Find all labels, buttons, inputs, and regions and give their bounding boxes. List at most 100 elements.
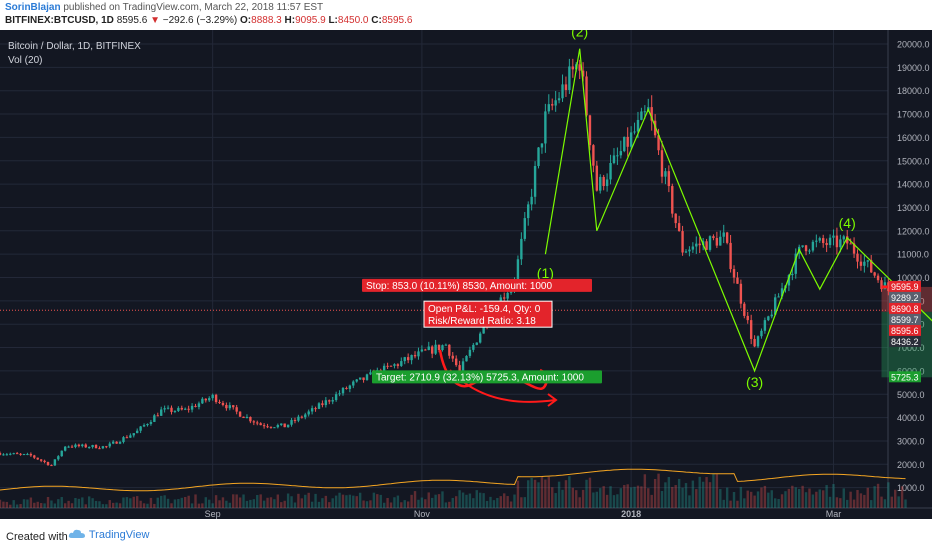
volume-bar <box>527 480 530 508</box>
candle-body <box>321 403 324 406</box>
volume-bar <box>136 496 139 508</box>
volume-bar <box>880 496 883 508</box>
candle-body <box>619 151 623 156</box>
volume-bar <box>266 497 269 508</box>
price-scale-label: 8599.7 <box>889 313 921 325</box>
volume-bar <box>681 487 684 508</box>
volume-bar <box>166 498 170 508</box>
volume-bar <box>554 493 557 508</box>
low-label: L: <box>328 15 338 26</box>
candle <box>427 341 430 351</box>
target-label-text: Target: 2710.9 (32.13%) 5725.3, Amount: … <box>376 372 584 383</box>
candle <box>91 444 94 449</box>
volume-bar <box>53 503 57 508</box>
candle-body <box>358 377 362 380</box>
candle <box>623 136 626 153</box>
volume-bar <box>12 500 15 508</box>
candle <box>561 74 564 102</box>
candle-body <box>262 425 266 427</box>
volume-bar <box>352 495 355 508</box>
volume-bar <box>801 485 804 508</box>
candle <box>304 412 307 420</box>
volume-bar <box>585 479 588 508</box>
candle <box>225 402 228 411</box>
candle-body <box>43 460 46 463</box>
volume-bar <box>427 492 430 508</box>
y-tick-label: 18000.0 <box>897 86 930 96</box>
volume-bar <box>74 497 77 508</box>
volume-bar <box>156 497 159 508</box>
volume-bar <box>417 499 420 508</box>
candle-body <box>345 387 348 389</box>
candle-body <box>815 240 818 242</box>
candle <box>633 122 636 135</box>
candle-body <box>300 416 304 418</box>
candle-body <box>729 242 732 270</box>
candle-body <box>732 269 736 278</box>
y-tick-label: 13000.0 <box>897 203 930 213</box>
volume-bar <box>87 496 91 508</box>
candle-body <box>204 398 207 401</box>
price-scale-label: 8436.2 <box>889 335 921 347</box>
candle <box>352 380 355 389</box>
price-scale-label-bg <box>889 291 921 303</box>
volume-bar <box>870 500 873 508</box>
volume-bar <box>420 497 424 508</box>
volume-bar <box>310 501 314 508</box>
candle <box>544 103 547 153</box>
candle <box>568 58 571 94</box>
candle <box>523 212 526 242</box>
candle-body <box>561 84 564 99</box>
tradingview-logo[interactable]: TradingView <box>68 529 149 541</box>
candle-body <box>794 253 797 274</box>
candle <box>846 229 849 250</box>
volume-bar <box>118 503 122 508</box>
candle-body <box>122 437 125 443</box>
candle <box>588 114 592 151</box>
candle <box>156 412 159 417</box>
candle-body <box>427 346 430 351</box>
candle-body <box>331 400 334 402</box>
candle <box>252 420 256 426</box>
volume-bar <box>770 490 773 508</box>
candle-body <box>441 345 444 351</box>
price-chart[interactable]: 1000.02000.03000.04000.05000.06000.07000… <box>0 30 932 519</box>
volume-bar <box>273 499 276 508</box>
change-value: −292.6 (−3.29%) <box>162 15 238 26</box>
candle-body <box>791 273 794 276</box>
candle-body <box>818 238 821 241</box>
volume-bar <box>424 499 427 508</box>
candle <box>5 452 9 456</box>
price-scale-label-text: 8436.2 <box>891 337 919 347</box>
candle-body <box>352 381 355 386</box>
candle-body <box>585 76 588 116</box>
candle <box>105 445 108 449</box>
candle <box>249 416 252 424</box>
volume-bar <box>139 500 142 508</box>
volume-bar <box>835 497 839 508</box>
candle <box>139 425 142 434</box>
volume-bar <box>472 498 475 508</box>
candle-body <box>369 372 372 375</box>
volume-bar <box>67 500 70 508</box>
candle-body <box>33 455 36 458</box>
volume-bar <box>410 494 413 508</box>
candle-body <box>708 236 712 250</box>
volume-bar <box>852 499 856 508</box>
candle <box>475 342 478 346</box>
volume-bar <box>492 500 496 508</box>
volume-bar <box>715 474 719 508</box>
candle-body <box>365 374 369 380</box>
candle-body <box>334 394 338 401</box>
candle <box>551 98 554 111</box>
candle-body <box>650 107 653 121</box>
candle-body <box>533 166 537 197</box>
author-link[interactable]: SorinBlajan <box>5 2 61 13</box>
candle-body <box>753 338 756 347</box>
cloud-icon <box>68 529 85 538</box>
volume-bar <box>430 497 434 508</box>
target-label: Target: 2710.9 (32.13%) 5725.3, Amount: … <box>372 370 602 384</box>
candle-body <box>633 131 636 133</box>
candle <box>0 451 2 456</box>
